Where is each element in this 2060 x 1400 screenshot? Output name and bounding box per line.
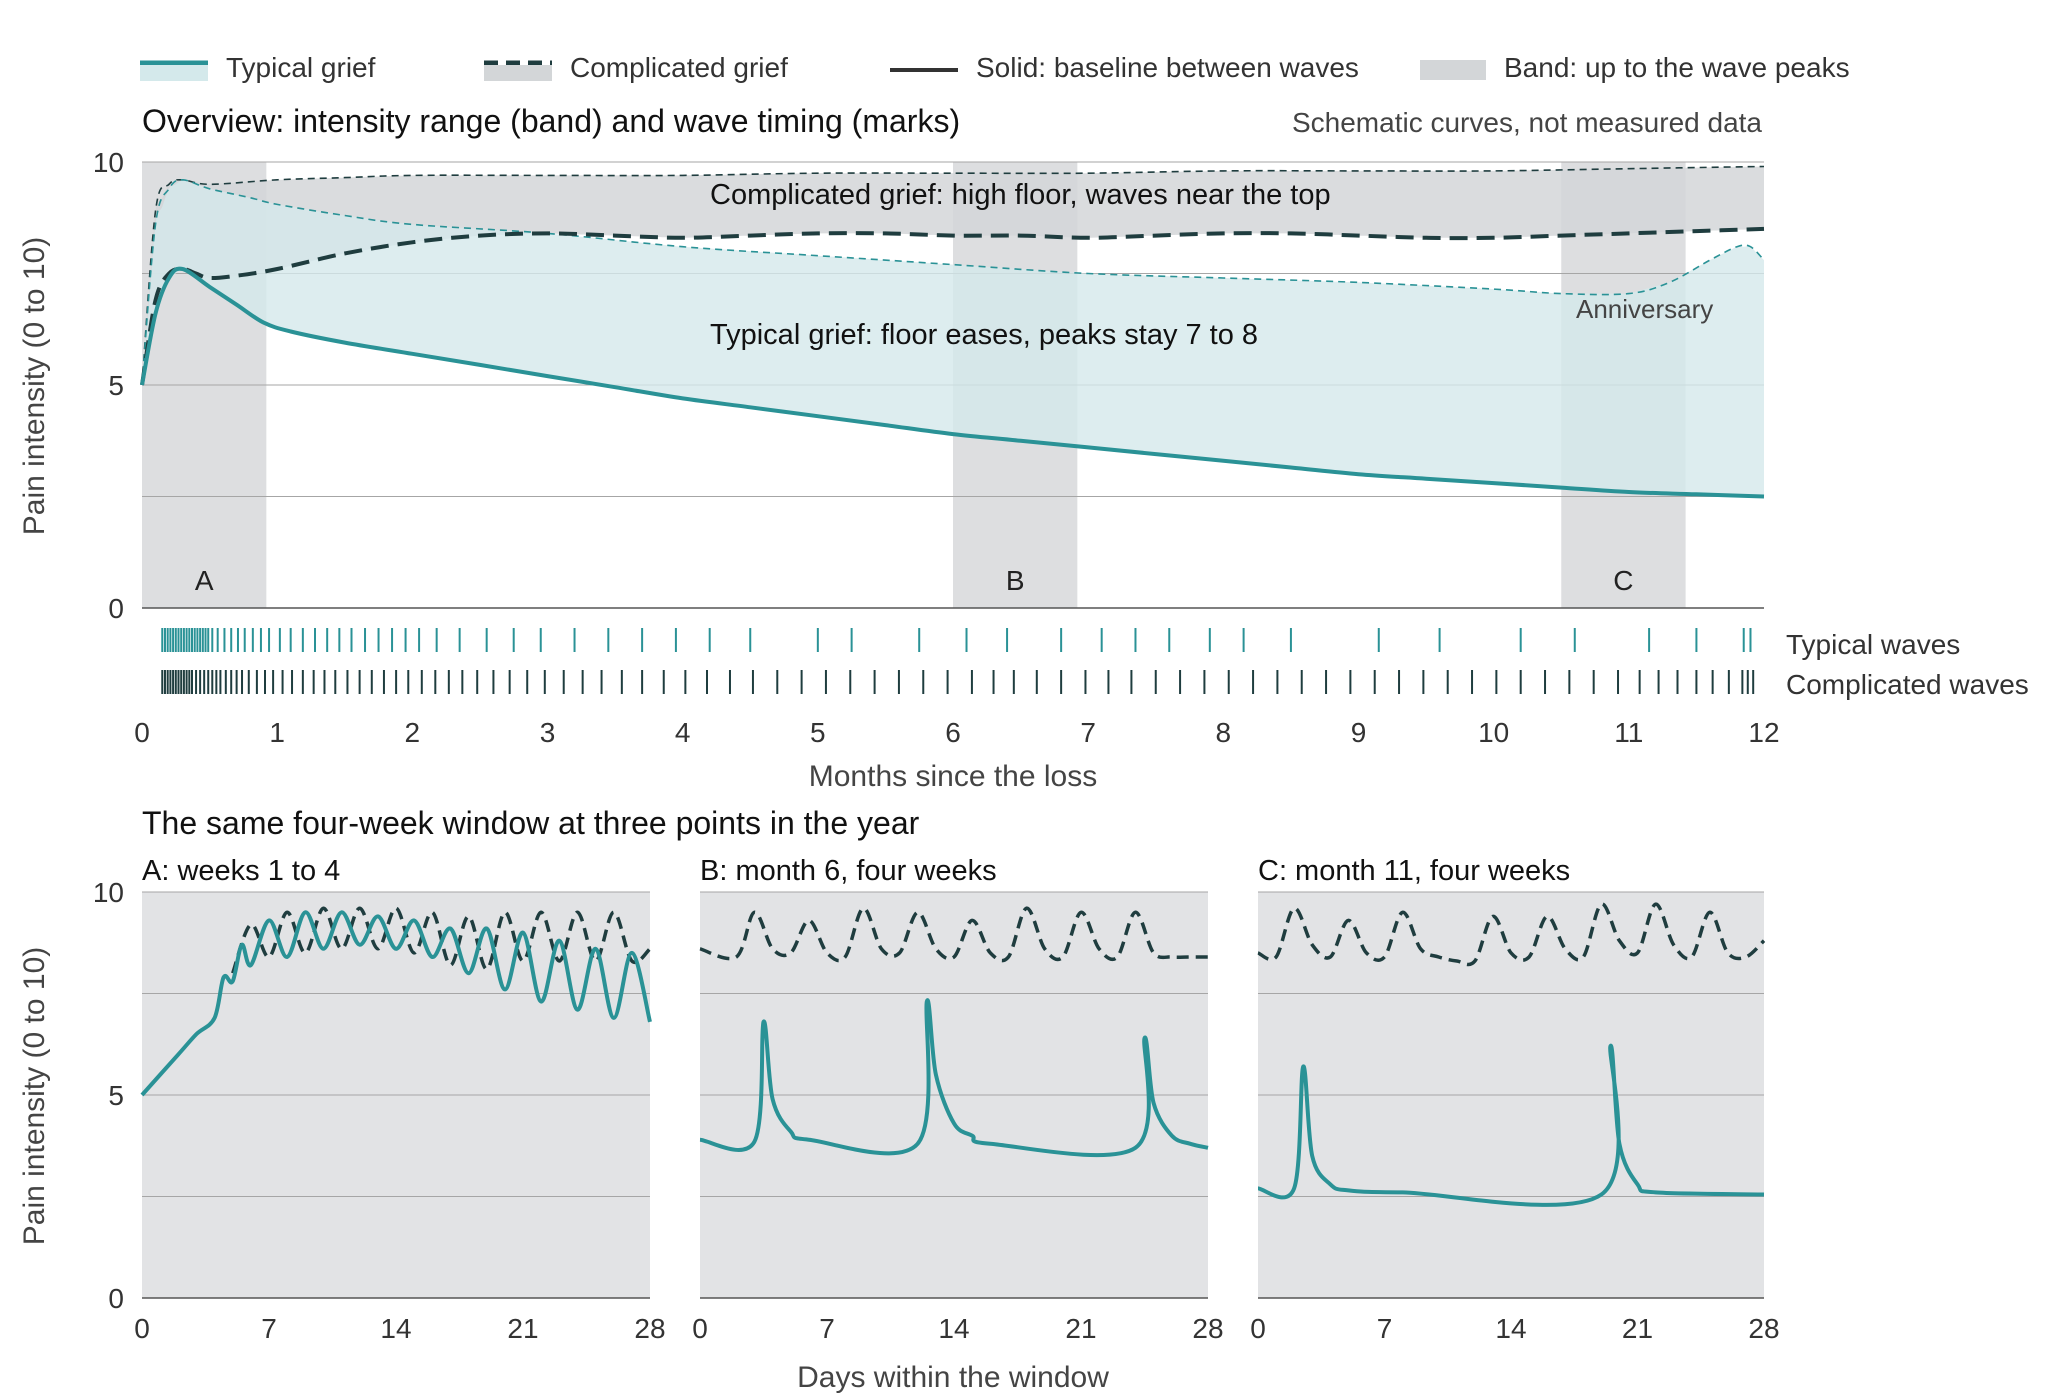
overview-x-axis-label: Months since the loss [809, 760, 1097, 793]
overview-y-tick-label: 10 [93, 147, 124, 178]
window-x-tick-label: 28 [634, 1313, 665, 1344]
window-x-tick-label: 7 [261, 1313, 277, 1344]
window-x-tick-label: 0 [134, 1313, 150, 1344]
overview-x-tick-label: 6 [945, 717, 961, 748]
annotation-complicated: Complicated grief: high floor, waves nea… [710, 179, 1331, 211]
overview-x-tick-label: 10 [1478, 717, 1509, 748]
overview-note: Schematic curves, not measured data [1292, 107, 1762, 138]
overview-x-tick-label: 11 [1614, 717, 1643, 748]
window-complicated-line [1257, 902, 1766, 967]
window-y-tick-label: 0 [108, 1283, 124, 1314]
rug-label-typical: Typical waves [1786, 629, 1960, 660]
window-x-tick-label: 14 [938, 1313, 969, 1344]
window-complicated-line [231, 906, 652, 974]
window-panel-2: B: month 6, four weeks 0 7 14 21 28 [692, 855, 1223, 1344]
window-x-tick-label: 7 [1377, 1313, 1393, 1344]
overview-x-tick-label: 7 [1080, 717, 1096, 748]
legend-band-label: Band: up to the wave peaks [1504, 52, 1850, 83]
overview-x-tick-label: 0 [134, 717, 150, 748]
window-y-tick-label: 10 [93, 877, 124, 908]
legend-complicated-band-swatch [484, 65, 552, 81]
legend-solid-label: Solid: baseline between waves [976, 52, 1359, 83]
windows-y-axis-label: Pain intensity (0 to 10) [18, 947, 51, 1246]
windows-x-axis-label: Days within the window [797, 1361, 1109, 1394]
window-x-tick-label: 28 [1192, 1313, 1223, 1344]
window-x-tick-label: 21 [1065, 1313, 1096, 1344]
window-panel-1: A: weeks 1 to 4 0 7 14 21 28 0 5 10 [93, 855, 666, 1344]
window-panel-label: C: month 11, four weeks [1258, 855, 1570, 887]
windows-title: The same four-week window at three point… [142, 805, 920, 841]
overview-x-tick-label: 12 [1748, 717, 1779, 748]
window-label-b: B [1006, 565, 1025, 596]
window-label-c: C [1613, 565, 1633, 596]
window-x-tick-label: 21 [1622, 1313, 1653, 1344]
overview-y-axis-label: Pain intensity (0 to 10) [18, 237, 51, 536]
window-x-tick-label: 0 [1250, 1313, 1266, 1344]
window-x-tick-label: 0 [692, 1313, 708, 1344]
legend-band-swatch [1420, 60, 1486, 80]
window-x-tick-label: 21 [507, 1313, 538, 1344]
overview-x-tick-label: 8 [1216, 717, 1232, 748]
window-label-a: A [195, 565, 214, 596]
legend-typical-label: Typical grief [226, 52, 376, 83]
rug-label-complicated: Complicated waves [1786, 669, 2029, 700]
window-complicated-line [699, 906, 1208, 963]
typical-peaks-line [141, 178, 1765, 386]
overview-x-tick-label: 2 [405, 717, 421, 748]
overview-x-tick-label: 3 [540, 717, 556, 748]
overview-x-tick-label: 1 [269, 717, 285, 748]
legend-complicated-label: Complicated grief [570, 52, 788, 83]
annotation-anniversary: Anniversary [1576, 294, 1713, 324]
overview-y-tick-label: 0 [108, 593, 124, 624]
window-typical-line [699, 998, 1209, 1158]
overview-title: Overview: intensity range (band) and wav… [142, 103, 960, 139]
complicated-baseline-line [140, 226, 1765, 386]
overview-x-tick-label: 4 [675, 717, 691, 748]
window-panel-label: B: month 6, four weeks [700, 855, 997, 887]
window-x-tick-label: 7 [819, 1313, 835, 1344]
window-y-tick-label: 5 [108, 1080, 124, 1111]
window-typical-line [1257, 1044, 1765, 1207]
complicated-band [142, 166, 1764, 385]
window-panel-3: C: month 11, four weeks 0 7 14 21 28 [1250, 855, 1779, 1344]
window-x-tick-label: 28 [1748, 1313, 1779, 1344]
overview-x-tick-label: 5 [810, 717, 826, 748]
window-x-tick-label: 14 [1495, 1313, 1526, 1344]
legend: Typical grief Complicated grief Solid: b… [140, 52, 1850, 83]
window-panel-label: A: weeks 1 to 4 [142, 855, 340, 887]
overview-y-tick-label: 5 [108, 370, 124, 401]
legend-typical-band-swatch [140, 65, 208, 81]
window-panels: A: weeks 1 to 4 0 7 14 21 28 0 5 10 B: month 6, f… [93, 855, 1780, 1344]
window-x-tick-label: 14 [380, 1313, 411, 1344]
annotation-typical: Typical grief: floor eases, peaks stay 7… [710, 319, 1258, 351]
typical-band [142, 179, 1764, 497]
typical-baseline-line [140, 266, 1765, 499]
overview-x-tick-label: 9 [1351, 717, 1367, 748]
window-typical-line [140, 910, 652, 1097]
